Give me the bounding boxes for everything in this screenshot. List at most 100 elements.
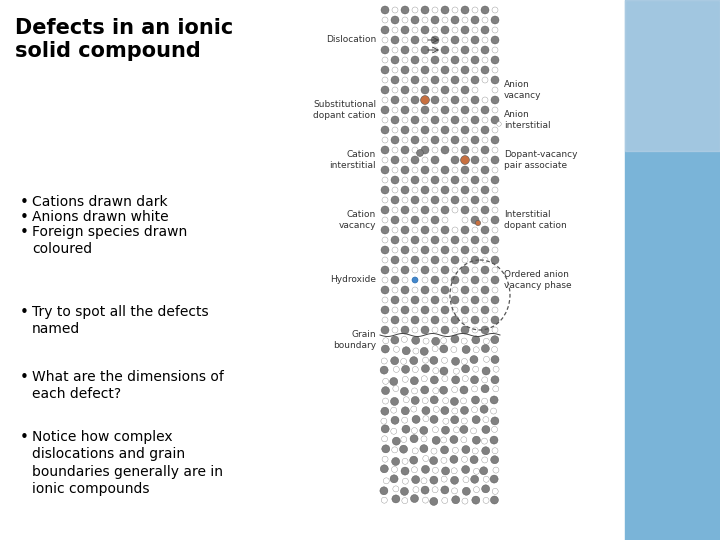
Circle shape bbox=[472, 87, 478, 93]
Circle shape bbox=[392, 127, 398, 133]
Circle shape bbox=[451, 316, 459, 324]
Text: Anions drawn white: Anions drawn white bbox=[32, 210, 168, 224]
Circle shape bbox=[462, 137, 468, 143]
Text: •: • bbox=[20, 430, 29, 445]
Circle shape bbox=[381, 66, 389, 74]
Circle shape bbox=[421, 66, 429, 74]
Circle shape bbox=[432, 327, 438, 333]
Circle shape bbox=[402, 137, 408, 143]
Circle shape bbox=[432, 127, 438, 133]
Circle shape bbox=[421, 46, 429, 54]
Circle shape bbox=[493, 366, 499, 372]
Circle shape bbox=[442, 317, 448, 323]
Circle shape bbox=[472, 187, 478, 193]
Circle shape bbox=[411, 236, 419, 244]
Circle shape bbox=[491, 156, 499, 164]
Circle shape bbox=[421, 166, 429, 174]
Circle shape bbox=[472, 7, 478, 13]
Circle shape bbox=[400, 488, 408, 495]
Circle shape bbox=[422, 277, 428, 283]
Circle shape bbox=[462, 446, 470, 454]
Circle shape bbox=[411, 76, 419, 84]
Circle shape bbox=[422, 317, 428, 323]
Circle shape bbox=[432, 107, 438, 113]
Circle shape bbox=[441, 86, 449, 94]
Circle shape bbox=[382, 317, 388, 323]
Circle shape bbox=[481, 306, 489, 314]
Circle shape bbox=[431, 76, 439, 84]
Circle shape bbox=[441, 446, 449, 454]
Circle shape bbox=[492, 127, 498, 133]
Circle shape bbox=[433, 368, 438, 374]
Circle shape bbox=[382, 277, 388, 283]
Circle shape bbox=[481, 206, 489, 214]
Circle shape bbox=[461, 66, 469, 74]
Circle shape bbox=[491, 355, 499, 363]
Circle shape bbox=[432, 187, 438, 193]
Circle shape bbox=[392, 187, 398, 193]
Circle shape bbox=[392, 7, 398, 13]
Circle shape bbox=[490, 436, 498, 444]
Circle shape bbox=[492, 287, 498, 293]
Circle shape bbox=[482, 345, 490, 353]
Circle shape bbox=[381, 86, 389, 94]
Circle shape bbox=[452, 187, 458, 193]
Circle shape bbox=[382, 157, 388, 163]
Circle shape bbox=[471, 475, 479, 483]
Circle shape bbox=[461, 226, 469, 234]
Circle shape bbox=[382, 456, 388, 462]
Circle shape bbox=[422, 197, 428, 203]
Circle shape bbox=[401, 226, 409, 234]
Circle shape bbox=[391, 216, 399, 224]
Circle shape bbox=[481, 6, 489, 14]
Circle shape bbox=[452, 167, 458, 173]
Circle shape bbox=[482, 117, 488, 123]
Circle shape bbox=[421, 286, 429, 294]
Circle shape bbox=[441, 486, 449, 494]
Circle shape bbox=[441, 26, 449, 34]
Circle shape bbox=[442, 57, 448, 63]
Circle shape bbox=[472, 127, 478, 133]
Circle shape bbox=[432, 7, 438, 13]
Circle shape bbox=[422, 57, 428, 63]
Circle shape bbox=[402, 297, 408, 303]
Circle shape bbox=[381, 326, 389, 334]
Circle shape bbox=[472, 67, 478, 73]
Circle shape bbox=[391, 336, 399, 344]
Circle shape bbox=[391, 316, 399, 324]
Circle shape bbox=[421, 186, 429, 194]
Circle shape bbox=[432, 346, 438, 352]
Circle shape bbox=[441, 338, 446, 343]
Circle shape bbox=[462, 237, 468, 243]
Circle shape bbox=[383, 338, 389, 344]
Circle shape bbox=[492, 87, 498, 93]
Circle shape bbox=[382, 37, 388, 43]
Circle shape bbox=[410, 456, 418, 464]
Circle shape bbox=[410, 435, 418, 443]
Circle shape bbox=[392, 327, 398, 333]
Circle shape bbox=[451, 136, 459, 144]
Circle shape bbox=[401, 186, 409, 194]
Circle shape bbox=[483, 497, 489, 503]
Circle shape bbox=[402, 37, 408, 43]
Circle shape bbox=[492, 247, 498, 253]
Circle shape bbox=[431, 448, 437, 454]
Circle shape bbox=[451, 335, 459, 343]
Circle shape bbox=[452, 67, 458, 73]
Circle shape bbox=[482, 137, 488, 143]
Circle shape bbox=[422, 407, 430, 415]
Circle shape bbox=[491, 316, 499, 324]
Circle shape bbox=[471, 156, 479, 164]
Circle shape bbox=[431, 316, 439, 324]
Circle shape bbox=[382, 358, 387, 364]
Circle shape bbox=[392, 67, 398, 73]
Circle shape bbox=[380, 487, 388, 495]
Circle shape bbox=[482, 447, 490, 455]
Circle shape bbox=[382, 237, 388, 243]
Circle shape bbox=[412, 227, 418, 233]
Text: Try to spot all the defects
named: Try to spot all the defects named bbox=[32, 305, 209, 336]
Text: •: • bbox=[20, 305, 29, 320]
Circle shape bbox=[450, 455, 458, 463]
Circle shape bbox=[432, 67, 438, 73]
Circle shape bbox=[420, 347, 428, 355]
